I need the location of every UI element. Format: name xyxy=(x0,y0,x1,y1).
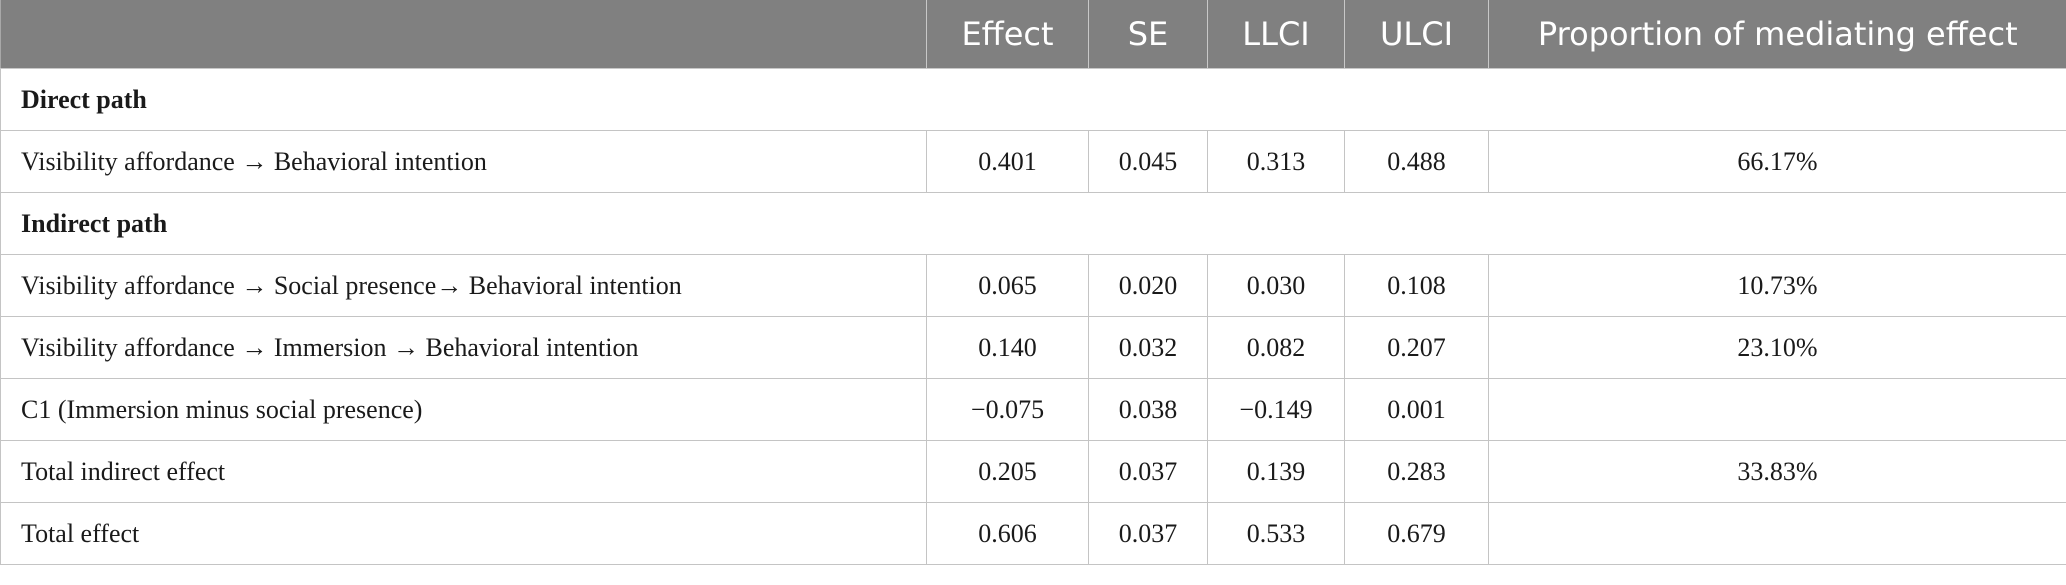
se-cell: 0.037 xyxy=(1088,502,1208,565)
proportion-cell xyxy=(1488,378,2066,441)
proportion-cell: 66.17% xyxy=(1488,130,2066,193)
effect-cell: −0.075 xyxy=(926,378,1089,441)
section-row: Indirect path xyxy=(0,192,2066,255)
table-row: C1 (Immersion minus social presence) −0.0… xyxy=(0,378,2066,441)
header-effect: Effect xyxy=(926,0,1089,69)
row-label: Visibility affordance → Social presence→… xyxy=(0,254,927,317)
ulci-cell: 0.001 xyxy=(1344,378,1489,441)
proportion-cell xyxy=(1488,502,2066,565)
effect-cell: 0.606 xyxy=(926,502,1089,565)
header-llci: LLCI xyxy=(1207,0,1345,69)
header-row: Effect SE LLCI ULCI Proportion of mediat… xyxy=(0,0,2066,69)
row-label: Visibility affordance → Immersion → Beha… xyxy=(0,316,927,379)
se-cell: 0.038 xyxy=(1088,378,1208,441)
section-title: Indirect path xyxy=(0,192,2066,255)
llci-cell: −0.149 xyxy=(1207,378,1345,441)
row-label: C1 (Immersion minus social presence) xyxy=(0,378,927,441)
header-proportion: Proportion of mediating effect xyxy=(1488,0,2066,69)
table-row: Visibility affordance → Behavioral inten… xyxy=(0,130,2066,193)
effect-cell: 0.401 xyxy=(926,130,1089,193)
effect-cell: 0.140 xyxy=(926,316,1089,379)
section-title: Direct path xyxy=(0,68,2066,131)
ulci-cell: 0.488 xyxy=(1344,130,1489,193)
effect-cell: 0.205 xyxy=(926,440,1089,503)
llci-cell: 0.533 xyxy=(1207,502,1345,565)
se-cell: 0.037 xyxy=(1088,440,1208,503)
se-cell: 0.032 xyxy=(1088,316,1208,379)
effect-cell: 0.065 xyxy=(926,254,1089,317)
llci-cell: 0.030 xyxy=(1207,254,1345,317)
header-ulci: ULCI xyxy=(1344,0,1489,69)
se-cell: 0.045 xyxy=(1088,130,1208,193)
row-label: Total indirect effect xyxy=(0,440,927,503)
header-path xyxy=(0,0,927,69)
row-label: Total effect xyxy=(0,502,927,565)
table-row: Total effect 0.606 0.037 0.533 0.679 xyxy=(0,502,2066,565)
se-cell: 0.020 xyxy=(1088,254,1208,317)
llci-cell: 0.139 xyxy=(1207,440,1345,503)
table-row: Visibility affordance → Immersion → Beha… xyxy=(0,316,2066,379)
ulci-cell: 0.679 xyxy=(1344,502,1489,565)
proportion-cell: 10.73% xyxy=(1488,254,2066,317)
llci-cell: 0.313 xyxy=(1207,130,1345,193)
proportion-cell: 33.83% xyxy=(1488,440,2066,503)
header-se: SE xyxy=(1088,0,1208,69)
ulci-cell: 0.108 xyxy=(1344,254,1489,317)
table-row: Visibility affordance → Social presence→… xyxy=(0,254,2066,317)
table-row: Total indirect effect 0.205 0.037 0.139 0.28… xyxy=(0,440,2066,503)
ulci-cell: 0.283 xyxy=(1344,440,1489,503)
section-row: Direct path xyxy=(0,68,2066,131)
ulci-cell: 0.207 xyxy=(1344,316,1489,379)
table-body: Direct path Visibility affordance → Behav… xyxy=(0,68,2066,565)
mediation-effect-table: Effect SE LLCI ULCI Proportion of mediat… xyxy=(0,0,2066,565)
row-label: Visibility affordance → Behavioral inten… xyxy=(0,130,927,193)
proportion-cell: 23.10% xyxy=(1488,316,2066,379)
llci-cell: 0.082 xyxy=(1207,316,1345,379)
